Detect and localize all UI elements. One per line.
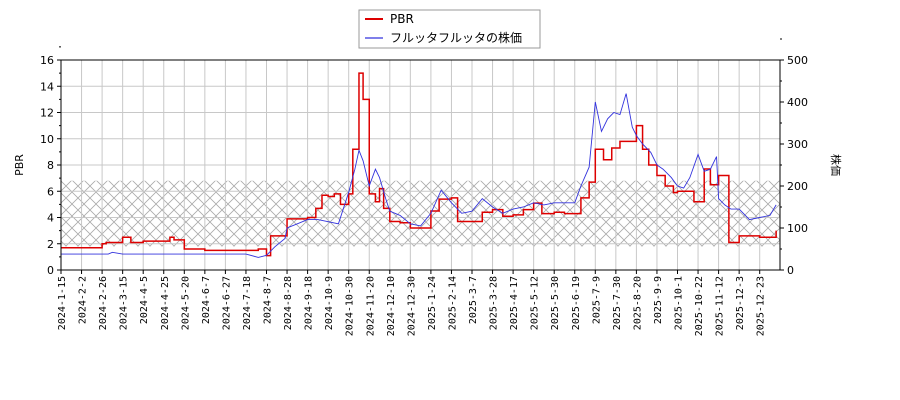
x-axis-date-label: 2025-1-24	[427, 276, 438, 330]
x-axis-date-label: 2024-12-10	[386, 276, 397, 336]
left-axis-tick: 10	[40, 133, 54, 146]
x-axis-date-label: 2024-12-30	[406, 276, 417, 336]
x-axis-date-label: 2025-7-9	[591, 276, 602, 324]
x-axis-date-label: 2024-2-2	[78, 276, 89, 324]
x-axis-date-label: 2025-8-20	[632, 276, 643, 330]
left-axis-tick: 2	[47, 238, 54, 251]
x-axis-date-label: 2024-8-7	[263, 276, 274, 324]
x-axis-date-label: 2024-4-5	[139, 276, 150, 324]
x-axis-date-label: 2025-3-28	[489, 276, 500, 330]
x-axis-date-label: 2025-5-30	[550, 276, 561, 330]
x-axis-date-label: 2025-10-1	[674, 276, 685, 330]
right-axis-tick: 500	[787, 54, 808, 67]
left-axis-tick: 14	[40, 80, 54, 93]
right-axis-title: 株価	[829, 154, 843, 176]
x-axis-date-label: 2025-3-7	[468, 276, 479, 324]
left-axis-tick: 8	[47, 159, 54, 172]
x-axis-date-label: 2025-12-23	[756, 276, 767, 336]
x-axis-date-label: 2025-4-17	[509, 276, 520, 330]
x-axis-date-label: 2025-7-30	[612, 276, 623, 330]
x-axis-date-label: 2025-6-19	[571, 276, 582, 330]
left-axis-tick: 12	[40, 107, 54, 120]
right-axis-tick: 0	[787, 264, 794, 277]
stock-price-line	[61, 93, 777, 258]
x-axis-date-label: 2024-9-18	[304, 276, 315, 330]
x-axis-date-label: 2025-11-12	[715, 276, 726, 336]
x-axis-date-label: 2024-10-30	[345, 276, 356, 336]
x-axis-date-label: 2024-2-26	[98, 276, 109, 330]
x-axis-date-label: 2024-10-9	[324, 276, 335, 330]
pbr-line	[61, 72, 777, 257]
x-axis-date-label: 2024-11-20	[365, 276, 376, 336]
x-axis-date-label: 2024-3-15	[119, 276, 130, 330]
x-axis-date-label: 2025-9-9	[653, 276, 664, 324]
right-axis-tick: 200	[787, 180, 808, 193]
x-axis-date-label: 2025-5-12	[530, 276, 541, 330]
left-axis-tick: 6	[47, 185, 54, 198]
axes: 0 2 4 6 8 10 12 14 16 0 100 200 300 400 500 2024-1-15 20…	[13, 38, 843, 336]
data-lines	[61, 72, 777, 258]
legend: PBR フルッタフルッタの株価	[358, 9, 541, 49]
x-axis-date-label: 2024-6-7	[201, 276, 212, 324]
left-axis-tick: 0	[47, 264, 54, 277]
legend-pbr-label: PBR	[390, 12, 414, 26]
x-axis-date-label: 2024-6-27	[221, 276, 232, 330]
shaded-band	[61, 180, 780, 247]
left-axis-tick: 4	[47, 212, 54, 225]
x-axis-date-label: 2025-2-14	[447, 276, 458, 330]
legend-price-label: フルッタフルッタの株価	[390, 30, 522, 45]
right-axis-tick: 300	[787, 138, 808, 151]
right-axis-tick: 400	[787, 96, 808, 109]
x-axis-date-label: 2024-7-18	[242, 276, 253, 330]
x-axis-date-label: 2025-10-22	[694, 276, 705, 336]
x-axis-date-label: 2024-8-28	[283, 276, 294, 330]
x-axis-date-label: 2024-1-15	[57, 276, 68, 330]
right-axis-tick: 100	[787, 222, 808, 235]
left-axis-title: PBR	[13, 154, 26, 176]
x-axis-date-label: 2024-4-25	[160, 276, 171, 330]
left-axis-tick: 16	[40, 54, 54, 67]
x-axis-date-label: 2025-12-3	[735, 276, 746, 330]
x-axis-date-label: 2024-5-20	[180, 276, 191, 330]
